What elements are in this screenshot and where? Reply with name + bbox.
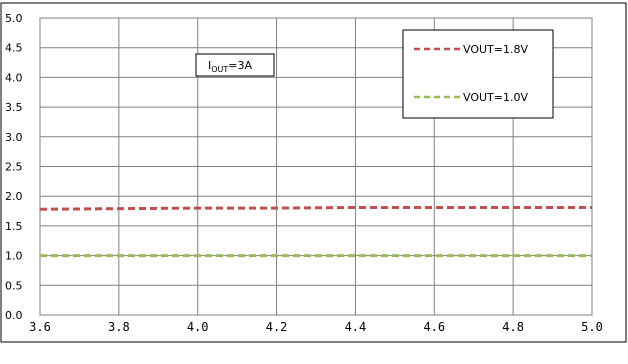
y-tick-label: 4.5	[5, 42, 23, 55]
x-tick-label: 4.2	[266, 320, 288, 334]
annotation-sub: OUT	[211, 65, 228, 74]
x-tick-label: 5.0	[581, 320, 603, 334]
annotation-text: IOUT=3A	[208, 59, 253, 74]
y-tick-label: 1.5	[5, 220, 23, 233]
annotation-base: I	[208, 59, 211, 72]
x-tick-label: 3.8	[108, 320, 130, 334]
series-lines	[39, 205, 592, 258]
series-line-0	[39, 205, 592, 211]
x-axis-tick-labels: 3.6 3.8 4.0 4.2 4.4 4.6 4.8 5.0	[29, 320, 603, 334]
y-tick-label: 4.0	[5, 71, 23, 84]
legend-box	[402, 29, 554, 119]
legend: VOUT=1.8V VOUT=1.0V	[402, 29, 554, 119]
x-tick-label: 4.6	[423, 320, 445, 334]
y-tick-label: 5.0	[5, 12, 23, 25]
x-tick-label: 4.0	[187, 320, 209, 334]
y-tick-label: 0.5	[5, 279, 23, 292]
y-tick-label: 0.0	[5, 309, 23, 322]
x-tick-label: 4.4	[345, 320, 367, 334]
y-tick-label: 3.0	[5, 131, 23, 144]
y-tick-label: 3.5	[5, 101, 23, 114]
x-tick-label: 4.8	[502, 320, 524, 334]
legend-label-vout-1-0: VOUT=1.0V	[463, 91, 528, 104]
y-axis-tick-labels: 0.0 0.5 1.0 1.5 2.0 2.5 3.0 3.5 4.0 4.5 5.0	[5, 12, 23, 322]
y-tick-label: 1.0	[5, 250, 23, 263]
y-tick-label: 2.5	[5, 161, 23, 174]
legend-label-vout-1-8: VOUT=1.8V	[463, 43, 528, 56]
annotation-box: IOUT=3A	[195, 53, 275, 77]
plot-area-border	[39, 17, 593, 316]
annotation-rest: =3A	[228, 59, 252, 72]
x-tick-label: 3.6	[29, 320, 51, 334]
y-tick-label: 2.0	[5, 190, 23, 203]
